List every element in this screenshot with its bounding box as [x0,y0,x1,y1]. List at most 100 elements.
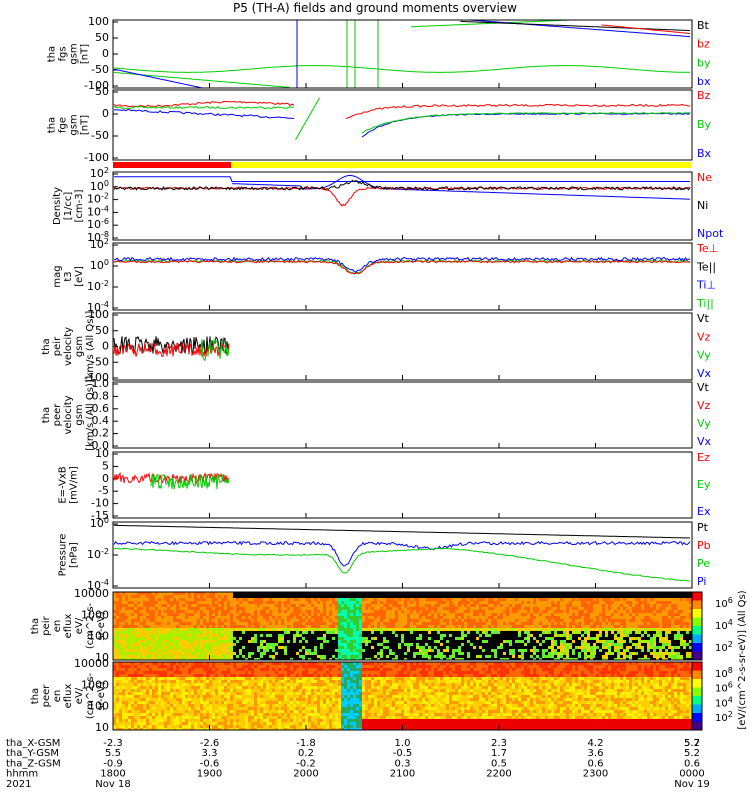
heatmap-cell [653,592,656,595]
heatmap-cell [689,592,692,595]
heatmap-cell [317,613,320,616]
heatmap-cell [275,607,278,610]
heatmap-cell [269,595,272,598]
heatmap-cell [518,652,521,655]
heatmap-cell [563,601,566,604]
heatmap-cell [551,625,554,628]
heatmap-cell [206,598,209,601]
heatmap-cell [584,646,587,649]
heatmap-cell [506,658,509,660]
heatmap-cell [455,592,458,595]
heatmap-cell [113,619,116,622]
heatmap-cell [629,622,632,625]
heatmap-cell [290,610,293,613]
heatmap-cell [659,622,662,625]
heatmap-cell [353,622,356,625]
heatmap-cell [338,607,341,610]
heatmap-cell [482,613,485,616]
heatmap-cell [530,595,533,598]
heatmap-cell [350,604,353,607]
heatmap-cell [125,592,128,595]
heatmap-cell [314,607,317,610]
heatmap-cell [371,613,374,616]
heatmap-cell [419,649,422,652]
heatmap-cell [548,637,551,640]
heatmap-cell [221,619,224,622]
heatmap-cell [347,631,350,634]
heatmap-cell [137,710,140,713]
heatmap-cell [545,616,548,619]
heatmap-cell [521,622,524,625]
heatmap-cell [449,655,452,658]
heatmap-cell [533,652,536,655]
ytick-label: 10-2 [87,547,109,562]
heatmap-cell [269,619,272,622]
heatmap-cell [317,601,320,604]
heatmap-cell [674,628,677,631]
heatmap-cell [365,616,368,619]
heatmap-cell [212,610,215,613]
heatmap-cell [290,601,293,604]
heatmap-cell [611,613,614,616]
heatmap-cell [407,619,410,622]
heatmap-cell [383,643,386,646]
heatmap-cell [131,671,134,674]
heatmap-cell [389,649,392,652]
heatmap-cell [413,643,416,646]
heatmap-cell [143,713,146,716]
heatmap-cell [419,634,422,637]
heatmap-cell [395,640,398,643]
heatmap-cell [215,595,218,598]
heatmap-cell [323,658,326,660]
heatmap-cell [203,631,206,634]
heatmap-cell [266,640,269,643]
heatmap-cell [155,613,158,616]
heatmap-cell [305,646,308,649]
heatmap-cell [188,595,191,598]
heatmap-cell [563,640,566,643]
heatmap-cell [458,634,461,637]
heatmap-cell [332,628,335,631]
heatmap-cell [254,616,257,619]
heatmap-cell [524,607,527,610]
heatmap-cell [650,601,653,604]
heatmap-cell [359,598,362,601]
heatmap-cell [617,616,620,619]
heatmap-cell [449,637,452,640]
heatmap-cell [254,628,257,631]
heatmap-cell [341,616,344,619]
heatmap-cell [521,598,524,601]
heatmap-cell [134,649,137,652]
heatmap-cell [254,613,257,616]
heatmap-cell [266,631,269,634]
heatmap-cell [305,649,308,652]
heatmap-cell [374,640,377,643]
heatmap-cell [173,595,176,598]
heatmap-cell [455,616,458,619]
heatmap-cell [368,604,371,607]
heatmap-cell [191,628,194,631]
heatmap-cell [308,595,311,598]
heatmap-cell [548,649,551,652]
heatmap-cell [236,595,239,598]
heatmap-cell [563,643,566,646]
heatmap-cell [500,610,503,613]
ytick-label: 10-6 [87,217,109,232]
heatmap-cell [152,601,155,604]
heatmap-cell [185,610,188,613]
heatmap-cell [596,625,599,628]
heatmap-cell [521,613,524,616]
heatmap-cell [452,658,455,660]
heatmap-cell [365,655,368,658]
heatmap-cell [245,637,248,640]
heatmap-cell [152,604,155,607]
heatmap-cell [431,655,434,658]
heatmap-cell [443,631,446,634]
heatmap-cell [659,595,662,598]
heatmap-cell [416,619,419,622]
heatmap-cell [668,622,671,625]
heatmap-cell [638,622,641,625]
heatmap-cell [128,610,131,613]
heatmap-cell [572,652,575,655]
